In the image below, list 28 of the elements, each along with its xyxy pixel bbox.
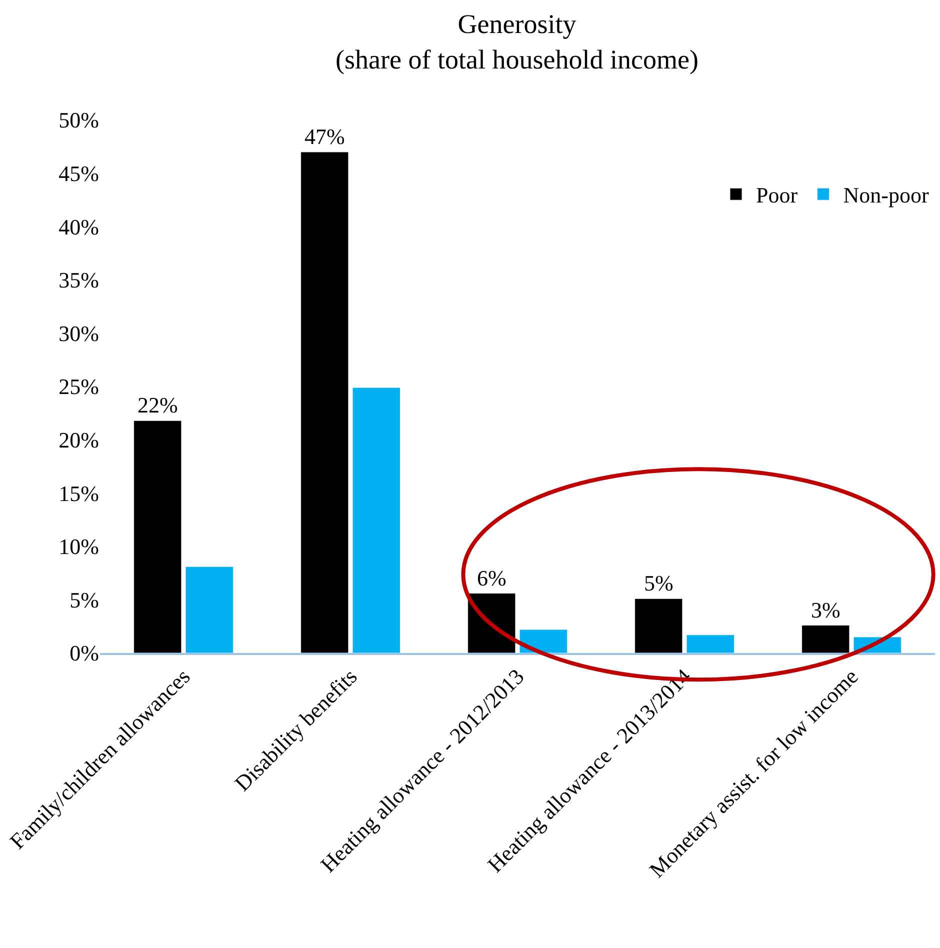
y-tick-label: 10% (58, 534, 99, 560)
bar (134, 420, 182, 653)
y-tick-label: 45% (58, 161, 99, 186)
y-tick-label: 0% (70, 640, 99, 666)
chart-title: Generosity (share of total household income) (336, 9, 698, 74)
bar (519, 629, 568, 653)
data-label: 3% (810, 597, 840, 622)
bar (352, 387, 400, 653)
legend-label: Non-poor (843, 182, 930, 208)
y-tick-label: 50% (58, 108, 99, 133)
bar (686, 634, 734, 653)
y-tick-label: 25% (58, 374, 99, 400)
y-tick-label: 35% (58, 268, 99, 293)
y-tick-label: 20% (58, 428, 99, 452)
bar (634, 598, 683, 653)
legend-label: Poor (756, 182, 798, 208)
bar (802, 625, 850, 653)
bar (468, 593, 516, 653)
data-label: 5% (644, 570, 674, 596)
bar (300, 152, 349, 653)
y-tick-label: 5% (70, 587, 99, 612)
data-label: 6% (476, 565, 506, 590)
y-tick-label: 15% (58, 480, 99, 506)
data-label: 22% (137, 392, 178, 418)
y-tick-label: 40% (58, 214, 99, 240)
y-tick-label: 30% (58, 320, 99, 346)
data-label: 47% (304, 124, 345, 149)
bar (185, 566, 234, 653)
